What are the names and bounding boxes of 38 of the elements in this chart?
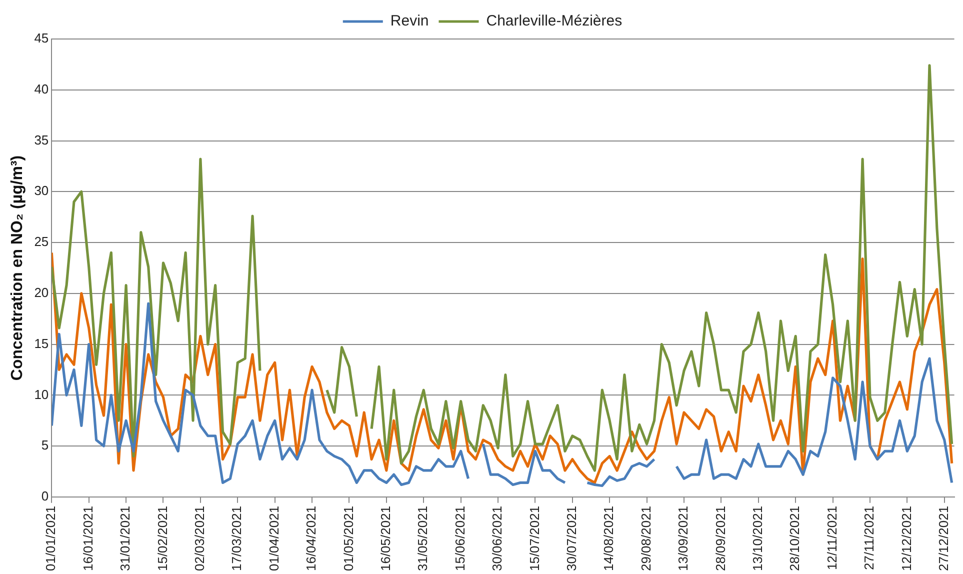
y-tick-label: 30: [34, 183, 49, 198]
y-tick-label: 20: [34, 284, 49, 300]
y-tick-label: 15: [34, 336, 49, 351]
x-tick-label: 13/10/2021: [750, 506, 765, 572]
x-tick-label: 27/11/2021: [862, 506, 877, 570]
x-tick-label: 17/03/2021: [229, 506, 244, 572]
x-tick-label: 01/01/2021: [43, 506, 58, 572]
legend-label: Charleville-Mézières: [486, 12, 622, 30]
y-axis-title: Concentration en NO₂ (µg/m³): [9, 155, 26, 381]
x-tick-label: 27/12/2021: [936, 506, 951, 572]
y-tick-label: 5: [41, 438, 49, 453]
y-tick-label: 40: [34, 81, 49, 96]
x-tick-label: 02/03/2021: [192, 506, 208, 572]
x-tick-label: 29/08/2021: [638, 506, 654, 572]
x-tick-label: 15/06/2021: [452, 506, 468, 572]
x-tick-label: 30/06/2021: [490, 506, 505, 572]
x-tick-label: 15/02/2021: [154, 506, 170, 572]
x-tick-label: 01/05/2021: [340, 506, 356, 572]
legend-label: Revin: [390, 12, 429, 30]
y-tick-label: 35: [34, 132, 49, 148]
x-tick-label: 30/07/2021: [564, 506, 579, 572]
x-tick-label: 14/08/2021: [601, 506, 616, 572]
x-tick-label: 16/01/2021: [80, 506, 96, 572]
x-tick-label: 12/11/2021: [824, 506, 840, 570]
x-tick-label: 28/10/2021: [787, 506, 802, 572]
y-tick-label: 45: [34, 30, 49, 46]
x-tick-label: 28/09/2021: [712, 506, 728, 572]
y-tick-label: 10: [34, 386, 49, 402]
x-tick-label: 12/12/2021: [898, 506, 914, 572]
x-tick-label: 13/09/2021: [676, 506, 691, 572]
x-tick-label: 16/05/2021: [378, 506, 394, 572]
x-tick-label: 15/07/2021: [526, 506, 542, 572]
y-tick-label: 0: [41, 488, 49, 504]
x-tick-label: 16/04/2021: [304, 506, 319, 572]
x-tick-label: 31/05/2021: [415, 506, 430, 572]
x-tick-label: 01/04/2021: [266, 506, 282, 572]
x-tick-label: 31/01/2021: [118, 506, 133, 572]
y-tick-label: 25: [34, 234, 49, 250]
